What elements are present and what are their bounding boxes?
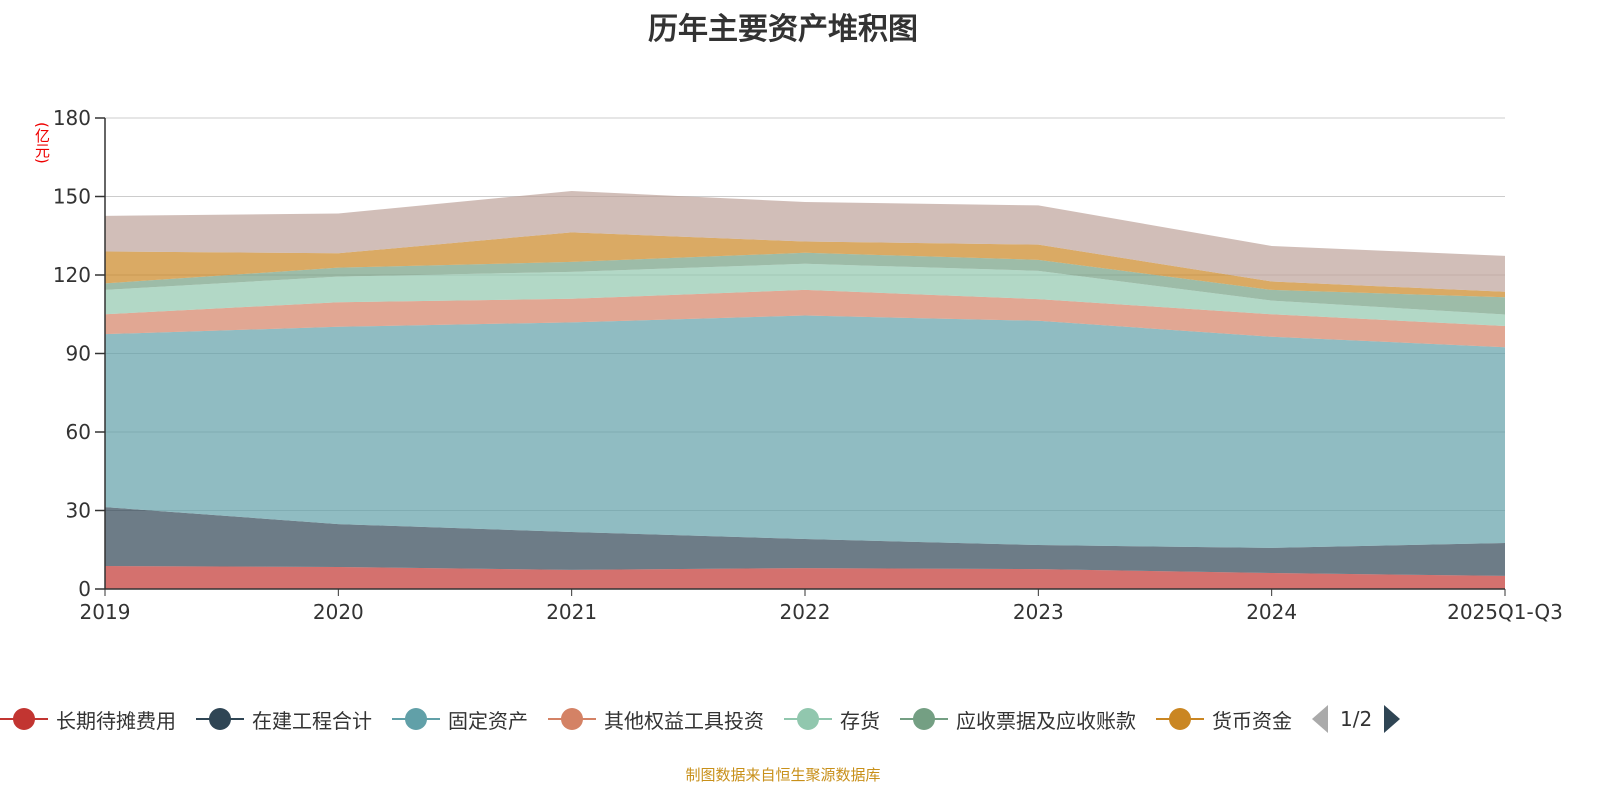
legend-circle-icon (392, 707, 440, 731)
legend-label: 货币资金 (1212, 708, 1292, 733)
legend-circle-icon (900, 707, 948, 731)
area-series-7 (105, 191, 1505, 292)
legend-label: 应收票据及应收账款 (956, 708, 1136, 733)
y-tick-label: 30 (66, 499, 91, 523)
x-tick-label: 2025Q1-Q3 (1447, 600, 1563, 624)
area-series-6 (105, 232, 1505, 298)
legend-item[interactable]: 长期待摊费用 (0, 705, 176, 734)
x-tick-label: 2023 (1013, 600, 1064, 624)
legend-circle-icon (0, 707, 48, 731)
area-series-0 (105, 565, 1505, 589)
legend-circle-icon (196, 707, 244, 731)
y-tick-label: 150 (53, 185, 91, 209)
legend-circle-icon (784, 707, 832, 731)
area-series-5 (105, 252, 1505, 315)
y-tick-label: 180 (53, 106, 91, 130)
y-axis-unit: (亿元) (33, 122, 51, 164)
legend-label: 固定资产 (448, 708, 528, 733)
legend-circle-icon (1156, 707, 1204, 731)
legend-label: 长期待摊费用 (56, 708, 176, 733)
x-tick-label: 2024 (1246, 600, 1297, 624)
legend-item[interactable]: 应收票据及应收账款 (900, 705, 1136, 734)
legend-label: 在建工程合计 (252, 708, 372, 733)
legend-pager: 1/2 (1312, 705, 1401, 733)
x-tick-label: 2021 (546, 600, 597, 624)
legend-circle-icon (548, 707, 596, 731)
y-tick-label: 90 (66, 342, 91, 366)
legend-page-indicator: 1/2 (1340, 707, 1373, 731)
area-series-2 (105, 315, 1505, 548)
source-note: 制图数据来自恒生聚源数据库 (685, 766, 881, 784)
area-series-3 (105, 289, 1505, 348)
legend-item[interactable]: 在建工程合计 (196, 705, 372, 734)
legend-label: 其他权益工具投资 (604, 708, 764, 733)
y-tick-label: 0 (78, 577, 91, 601)
x-tick-label: 2019 (80, 600, 131, 624)
legend-label: 存货 (840, 708, 880, 733)
x-tick-label: 2022 (780, 600, 831, 624)
chart-title: 历年主要资产堆积图 (648, 12, 918, 47)
legend: 长期待摊费用 在建工程合计 固定资产 其他权益工具投资 存货 应收票据及应收账款 货币资金 1… (0, 704, 1401, 734)
legend-item[interactable]: 其他权益工具投资 (548, 705, 764, 734)
area-series-1 (105, 507, 1505, 576)
x-tick-label: 2020 (313, 600, 364, 624)
legend-item[interactable]: 货币资金 (1156, 705, 1292, 734)
legend-item[interactable]: 存货 (784, 705, 880, 734)
legend-item[interactable]: 固定资产 (392, 705, 528, 734)
y-tick-label: 120 (53, 263, 91, 287)
area-series-4 (105, 263, 1505, 327)
legend-prev-icon[interactable] (1312, 705, 1328, 733)
legend-next-icon[interactable] (1384, 705, 1401, 733)
y-tick-label: 60 (66, 420, 91, 444)
stacked-area-chart: 0 30 60 90 120 150 180 2019 2020 2021 2022 2023 2024… (53, 106, 1563, 624)
